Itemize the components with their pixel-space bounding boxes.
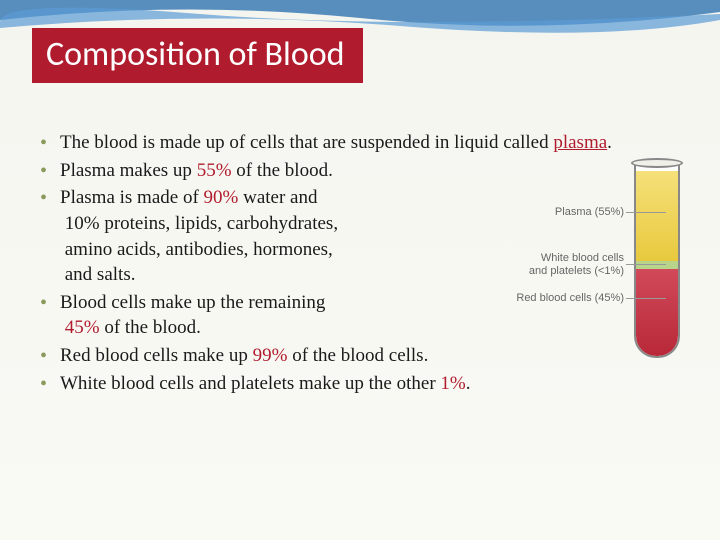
text: and salts. — [65, 264, 136, 285]
text: Plasma makes up — [60, 160, 197, 181]
slide-title: Composition of Blood — [32, 28, 363, 83]
text: Blood cells make up the remaining — [60, 292, 325, 313]
bullet-6: White blood cells and platelets make up … — [38, 371, 690, 397]
rbc-label: Red blood cells (45%) — [484, 292, 624, 305]
value-1: 1% — [440, 373, 465, 394]
text: The blood is made up of cells that are s… — [60, 132, 553, 153]
bullet-1: The blood is made up of cells that are s… — [38, 130, 690, 156]
leader-line — [626, 298, 666, 299]
text: 10% proteins, lipids, carbohydrates, — [65, 213, 338, 234]
text: Red blood cells make up — [60, 345, 253, 366]
tube-body — [634, 163, 680, 358]
value-90: 90% — [204, 187, 239, 208]
text: amino acids, antibodies, hormones, — [65, 239, 333, 260]
text: Plasma is made of — [60, 187, 204, 208]
wbc-label: White blood cells and platelets (<1%) — [494, 252, 624, 278]
text: of the blood. — [100, 317, 201, 338]
text: White blood cells and platelets make up … — [60, 373, 440, 394]
tube-rim — [631, 158, 683, 168]
wbc-layer — [636, 261, 678, 269]
leader-line — [626, 264, 666, 265]
text: and platelets (<1%) — [529, 265, 624, 277]
text: . — [607, 132, 612, 153]
text: of the blood. — [232, 160, 333, 181]
blood-tube-diagram: Plasma (55%) White blood cells and plate… — [456, 158, 686, 368]
text: of the blood cells. — [287, 345, 428, 366]
test-tube-icon — [634, 158, 680, 358]
value-55: 55% — [197, 160, 232, 181]
text: . — [466, 373, 471, 394]
leader-line — [626, 212, 666, 213]
plasma-label: Plasma (55%) — [524, 206, 624, 219]
value-99: 99% — [253, 345, 288, 366]
term-plasma: plasma — [553, 132, 607, 153]
rbc-layer — [636, 269, 678, 356]
plasma-layer — [636, 171, 678, 261]
text: water and — [238, 187, 317, 208]
text: White blood cells — [541, 252, 624, 264]
value-45: 45% — [65, 317, 100, 338]
